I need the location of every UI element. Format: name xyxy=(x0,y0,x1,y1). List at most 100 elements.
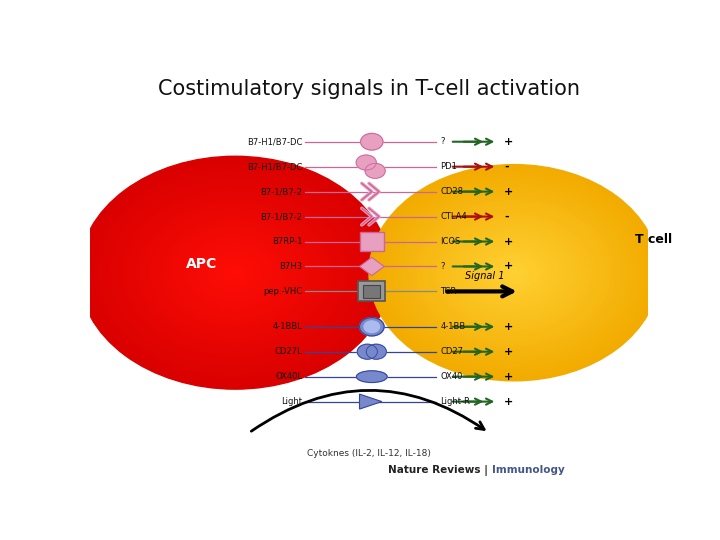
Circle shape xyxy=(231,270,239,275)
Circle shape xyxy=(366,344,387,359)
Text: B7-H1/B7-DC: B7-H1/B7-DC xyxy=(247,162,302,171)
Circle shape xyxy=(485,251,543,294)
Text: +: + xyxy=(504,187,513,197)
Circle shape xyxy=(208,252,262,293)
Circle shape xyxy=(138,200,333,346)
Circle shape xyxy=(365,163,385,178)
Circle shape xyxy=(181,232,289,313)
Circle shape xyxy=(509,269,519,276)
Circle shape xyxy=(212,255,258,290)
Text: CTLA4: CTLA4 xyxy=(441,212,467,221)
Text: Costimulatory signals in T-cell activation: Costimulatory signals in T-cell activati… xyxy=(158,79,580,99)
Circle shape xyxy=(176,229,294,316)
Circle shape xyxy=(165,220,305,325)
Text: Nature Reviews |: Nature Reviews | xyxy=(388,465,492,476)
FancyArrowPatch shape xyxy=(251,390,484,431)
Circle shape xyxy=(106,177,364,369)
Circle shape xyxy=(413,197,616,348)
Polygon shape xyxy=(359,258,384,275)
Circle shape xyxy=(446,222,582,323)
Circle shape xyxy=(133,197,337,348)
Text: -: - xyxy=(504,161,508,172)
Circle shape xyxy=(432,212,596,334)
Circle shape xyxy=(398,186,630,359)
Circle shape xyxy=(359,318,384,336)
Text: PD1: PD1 xyxy=(441,162,457,171)
Circle shape xyxy=(461,233,567,312)
Circle shape xyxy=(379,172,649,374)
Text: 4-1BBL: 4-1BBL xyxy=(272,322,302,331)
Circle shape xyxy=(495,258,534,287)
Text: CD27: CD27 xyxy=(441,347,464,356)
Text: Cytoknes (IL-2, IL-12, IL-18): Cytoknes (IL-2, IL-12, IL-18) xyxy=(307,449,431,458)
Circle shape xyxy=(393,183,635,363)
Circle shape xyxy=(161,218,310,328)
Circle shape xyxy=(149,208,321,337)
Circle shape xyxy=(490,255,539,291)
Circle shape xyxy=(192,241,278,305)
Circle shape xyxy=(79,156,392,389)
Text: B7-1/B7-2: B7-1/B7-2 xyxy=(260,212,302,221)
Circle shape xyxy=(357,344,377,359)
Text: +: + xyxy=(504,137,513,147)
Circle shape xyxy=(408,193,621,352)
Circle shape xyxy=(141,203,329,342)
Text: T cell: T cell xyxy=(635,233,672,246)
Circle shape xyxy=(451,226,577,320)
Text: B7-1/B7-2: B7-1/B7-2 xyxy=(260,187,302,196)
Circle shape xyxy=(153,212,317,334)
Circle shape xyxy=(471,240,557,305)
FancyBboxPatch shape xyxy=(359,232,384,251)
Circle shape xyxy=(94,168,376,377)
Circle shape xyxy=(220,261,251,285)
Circle shape xyxy=(422,204,606,341)
Circle shape xyxy=(118,185,352,360)
Circle shape xyxy=(437,215,591,330)
Circle shape xyxy=(168,223,302,322)
Circle shape xyxy=(364,321,379,333)
Text: +: + xyxy=(504,322,513,332)
Text: +: + xyxy=(504,347,513,357)
Text: Light-R: Light-R xyxy=(441,397,470,406)
Circle shape xyxy=(388,179,640,367)
Circle shape xyxy=(86,162,384,383)
Circle shape xyxy=(204,249,266,296)
Text: B7H3: B7H3 xyxy=(279,262,302,271)
Circle shape xyxy=(188,238,282,308)
Ellipse shape xyxy=(356,371,387,382)
Text: B7RP-1: B7RP-1 xyxy=(271,237,302,246)
Text: OX40L: OX40L xyxy=(275,372,302,381)
Circle shape xyxy=(480,247,548,298)
Circle shape xyxy=(361,133,383,150)
Circle shape xyxy=(441,219,587,327)
Text: APC: APC xyxy=(186,258,217,272)
Circle shape xyxy=(466,237,562,309)
Text: +: + xyxy=(504,396,513,407)
Circle shape xyxy=(505,266,523,280)
Circle shape xyxy=(356,155,377,170)
Circle shape xyxy=(200,246,270,299)
Circle shape xyxy=(403,190,625,355)
Circle shape xyxy=(126,191,344,354)
Circle shape xyxy=(173,226,297,319)
Text: +: + xyxy=(504,372,513,382)
Circle shape xyxy=(374,168,654,377)
Circle shape xyxy=(418,201,611,345)
Circle shape xyxy=(228,267,243,279)
Text: TCR: TCR xyxy=(441,287,456,296)
Circle shape xyxy=(427,208,601,338)
Text: +: + xyxy=(504,237,513,247)
Circle shape xyxy=(114,183,356,363)
Circle shape xyxy=(500,262,528,284)
Circle shape xyxy=(91,165,379,380)
Circle shape xyxy=(102,174,368,372)
Text: +: + xyxy=(504,261,513,272)
Circle shape xyxy=(196,244,274,302)
Circle shape xyxy=(384,176,644,370)
Text: -: - xyxy=(504,212,508,221)
Circle shape xyxy=(157,214,313,331)
Circle shape xyxy=(475,244,553,301)
Text: CD28: CD28 xyxy=(441,187,464,196)
Circle shape xyxy=(83,159,387,386)
Text: Light: Light xyxy=(281,397,302,406)
